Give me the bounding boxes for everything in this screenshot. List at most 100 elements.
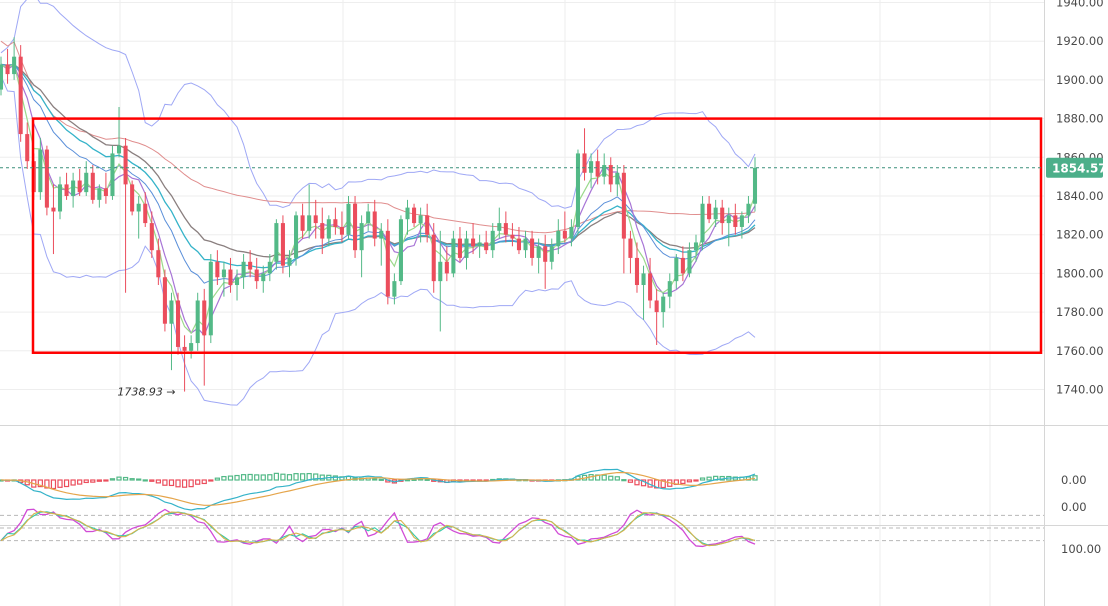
candle	[516, 226, 521, 255]
candle	[18, 45, 23, 142]
macd-histogram-bar	[208, 479, 214, 482]
macd-histogram-bar	[77, 479, 83, 485]
ma-slow-line	[0, 40, 756, 234]
macd-histogram-bar	[286, 474, 293, 481]
candle	[208, 254, 213, 344]
candle	[575, 149, 581, 235]
candle-body	[57, 184, 63, 212]
candle-body	[149, 223, 154, 251]
candle-body	[464, 238, 469, 258]
candle	[57, 176, 63, 220]
candle	[267, 254, 272, 282]
candle-body	[294, 215, 299, 258]
low-annotation: 1738.93 →	[117, 386, 175, 399]
candle	[405, 199, 410, 235]
candle	[372, 199, 377, 247]
candle	[339, 211, 344, 243]
candle	[503, 211, 508, 243]
candle-body	[556, 230, 561, 247]
candle	[654, 288, 659, 345]
macd-histogram-bar	[109, 478, 116, 481]
macd-line	[0, 468, 756, 511]
candle	[634, 242, 640, 293]
candle	[175, 292, 181, 355]
macd-histogram-bar	[90, 479, 96, 483]
candle	[261, 265, 266, 293]
candle-body	[720, 207, 725, 224]
candle-body	[523, 238, 528, 251]
candle-body	[582, 153, 587, 173]
candle	[64, 172, 69, 200]
macd-histogram-bar	[122, 476, 129, 481]
candle-body	[202, 300, 207, 336]
candle	[228, 257, 233, 293]
candle	[569, 219, 574, 247]
candle-body	[195, 300, 200, 344]
candle-body	[608, 165, 613, 185]
stoch-0-label: 0.00	[1061, 500, 1087, 514]
candle	[602, 153, 607, 185]
candle-body	[379, 230, 384, 239]
candle-body	[510, 234, 515, 239]
candle-body	[116, 145, 122, 154]
macd-histogram-bar	[116, 476, 122, 481]
candle	[648, 257, 653, 309]
candle-body	[562, 230, 567, 239]
candle	[90, 165, 95, 204]
macd-histogram-bar	[234, 474, 240, 481]
candle	[333, 207, 338, 235]
candle	[667, 273, 672, 309]
macd-histogram-bar	[299, 473, 306, 481]
candle	[687, 242, 692, 278]
candle-body	[5, 64, 10, 75]
candle-body	[700, 203, 705, 243]
candle	[641, 265, 646, 320]
macd-histogram-bar	[129, 478, 135, 481]
y-tick-label: 1780.00	[1056, 305, 1104, 319]
candle-body	[471, 238, 476, 247]
candle-body	[628, 238, 633, 258]
candle	[490, 223, 495, 258]
candle-body	[615, 172, 620, 185]
macd-histogram-bar	[372, 478, 378, 481]
candle	[674, 254, 679, 289]
macd-histogram-bar	[693, 479, 699, 482]
candle	[235, 269, 240, 301]
macd-histogram-bar	[280, 473, 286, 481]
macd-histogram-bar	[614, 476, 620, 481]
candle-body	[451, 238, 456, 274]
candle-body	[307, 215, 312, 231]
candle	[444, 246, 449, 282]
candle	[143, 192, 148, 227]
candle-body	[484, 242, 489, 251]
macd-histogram-bar	[267, 474, 273, 481]
macd-histogram-bar	[621, 479, 627, 482]
candle	[326, 215, 331, 247]
bollinger-upper	[0, 0, 756, 209]
candle	[438, 230, 443, 332]
candle	[385, 219, 390, 305]
macd-histogram-bar	[601, 474, 607, 481]
candle-body	[136, 203, 141, 212]
candle-body	[359, 223, 364, 251]
macd-histogram-bar	[37, 479, 43, 488]
candle-body	[123, 145, 128, 185]
candle-body	[300, 215, 305, 231]
candle-body	[444, 261, 449, 274]
candle	[621, 165, 626, 274]
candle-body	[189, 343, 194, 351]
macd-histogram-bar	[575, 475, 581, 481]
candle-body	[707, 203, 712, 220]
candle-body	[71, 180, 76, 196]
candle-body	[44, 149, 49, 208]
candle	[359, 215, 364, 278]
candle-body	[12, 56, 17, 75]
candle-body	[543, 246, 548, 262]
candle-body	[162, 277, 167, 324]
candle-body	[693, 242, 699, 251]
candle-body	[366, 211, 371, 224]
candle	[628, 230, 633, 274]
candle	[5, 48, 10, 84]
macd-histogram-bar	[96, 479, 102, 482]
